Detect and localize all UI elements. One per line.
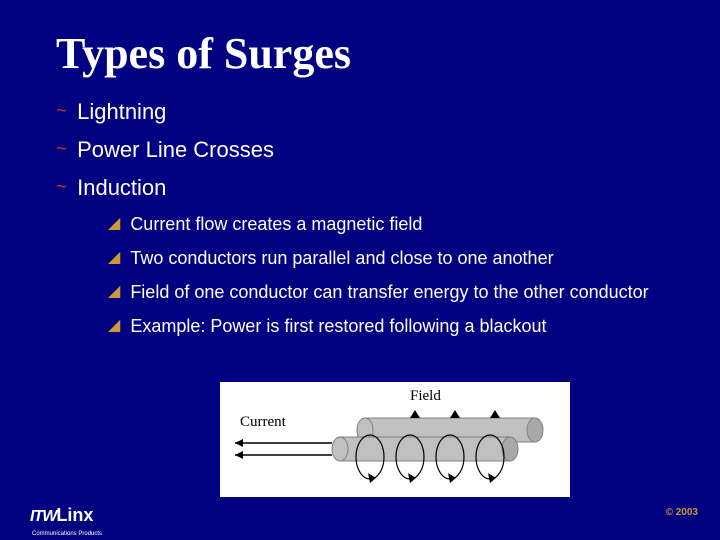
footer-logo-subtitle: Communications Products bbox=[32, 531, 102, 537]
sub-list: ◢ Current flow creates a magnetic field … bbox=[108, 212, 676, 338]
sub-item-text: Two conductors run parallel and close to… bbox=[130, 246, 553, 270]
list-item-text: Lightning bbox=[77, 98, 166, 126]
list-item: ~ Lightning bbox=[56, 98, 676, 126]
slide-title: Types of Surges bbox=[56, 28, 351, 79]
diagram-field-label: Field bbox=[410, 388, 441, 405]
tilde-bullet-icon: ~ bbox=[56, 174, 67, 202]
check-bullet-icon: ◢ bbox=[108, 212, 120, 236]
sub-item-text: Current flow creates a magnetic field bbox=[130, 212, 422, 236]
list-item-text: Induction bbox=[77, 174, 166, 202]
logo-name: Linx bbox=[56, 505, 93, 525]
tilde-bullet-icon: ~ bbox=[56, 136, 67, 164]
list-item-text: Power Line Crosses bbox=[77, 136, 274, 164]
sub-list-item: ◢ Current flow creates a magnetic field bbox=[108, 212, 676, 236]
bullet-list: ~ Lightning ~ Power Line Crosses ~ Induc… bbox=[56, 98, 676, 348]
list-item: ~ Power Line Crosses bbox=[56, 136, 676, 164]
diagram-current-label: Current bbox=[240, 414, 286, 431]
list-item: ~ Induction bbox=[56, 174, 676, 202]
logo-prefix: ITW bbox=[30, 508, 56, 525]
check-bullet-icon: ◢ bbox=[108, 314, 120, 338]
sub-list-item: ◢ Two conductors run parallel and close … bbox=[108, 246, 676, 270]
copyright-text: © 2003 bbox=[666, 507, 698, 518]
check-bullet-icon: ◢ bbox=[108, 246, 120, 270]
diagram-svg bbox=[220, 382, 570, 497]
induction-diagram: Field Current bbox=[220, 382, 570, 497]
sub-list-item: ◢ Example: Power is first restored follo… bbox=[108, 314, 676, 338]
sub-list-item: ◢ Field of one conductor can transfer en… bbox=[108, 280, 676, 304]
check-bullet-icon: ◢ bbox=[108, 280, 120, 304]
sub-item-text: Example: Power is first restored followi… bbox=[130, 314, 546, 338]
tilde-bullet-icon: ~ bbox=[56, 98, 67, 126]
sub-item-text: Field of one conductor can transfer ener… bbox=[130, 280, 648, 304]
footer-logo: ITWLinx bbox=[30, 505, 93, 526]
